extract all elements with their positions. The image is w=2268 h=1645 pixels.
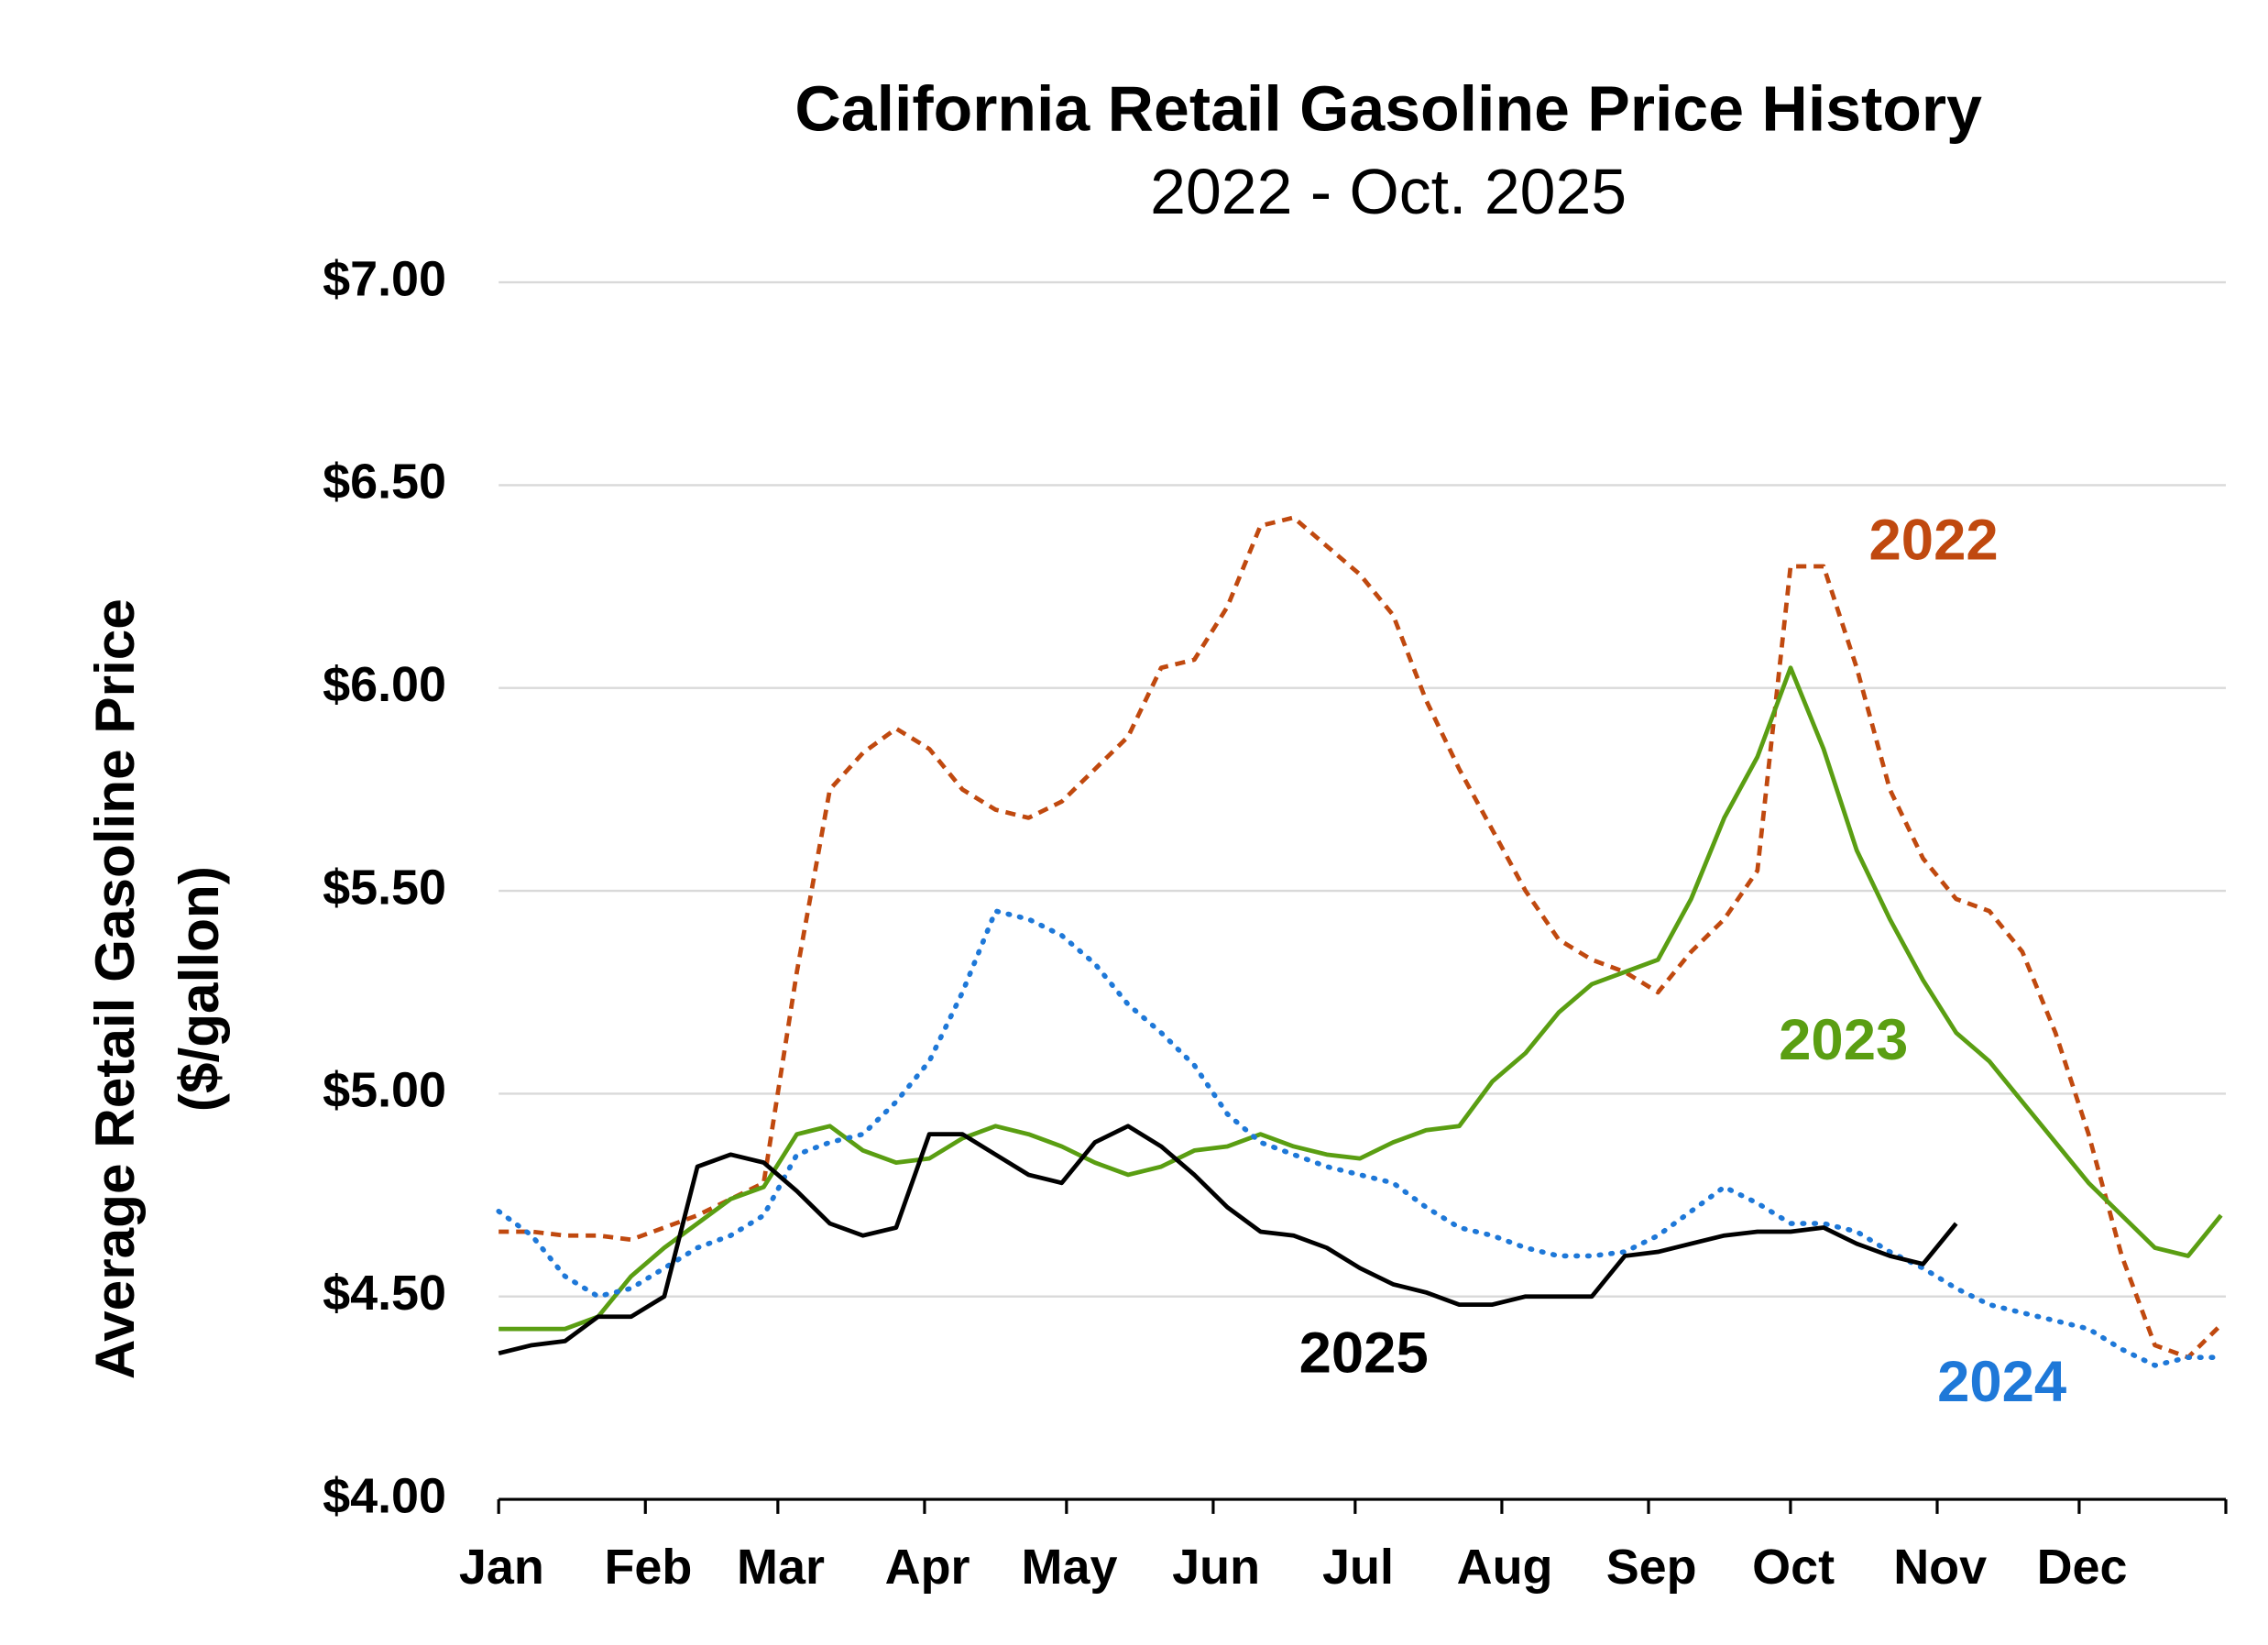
x-tick-label: Jun [1172, 1540, 1260, 1595]
y-tick-label: $5.50 [323, 860, 446, 915]
y-tick-label: $6.50 [323, 455, 446, 510]
chart-title: California Retail Gasoline Price History [794, 73, 1982, 145]
series-label: 2025 [1299, 1321, 1429, 1385]
series-label: 2024 [1937, 1350, 2066, 1414]
series-label: 2023 [1779, 1008, 1908, 1072]
y-axis-label-line: ($/gallon) [168, 866, 230, 1112]
x-tick-label: Sep [1606, 1540, 1697, 1595]
y-tick-label: $6.00 [323, 657, 446, 712]
y-axis-label: Average Retail Gasoline Price ($/gallon) [83, 598, 230, 1379]
series-line [498, 1124, 1958, 1356]
y-tick-label: $4.00 [323, 1468, 446, 1523]
x-tick-label: Dec [2037, 1540, 2128, 1595]
x-tick-label: Aug [1457, 1540, 1553, 1595]
series-line [499, 665, 2223, 1332]
series-label: 2022 [1869, 508, 1999, 572]
x-tick-label: May [1022, 1540, 1118, 1595]
y-axis-label-line: Average Retail Gasoline Price [83, 598, 146, 1379]
y-tick-label: $5.00 [323, 1063, 446, 1118]
x-tick-label: Oct [1752, 1540, 1835, 1595]
x-tick-label: Jan [459, 1540, 544, 1595]
x-tick-label: Feb [604, 1540, 692, 1595]
x-tick-label: Mar [737, 1540, 825, 1595]
y-tick-label: $7.00 [323, 251, 446, 306]
series-line [496, 908, 2224, 1368]
series-line [499, 515, 2223, 1360]
x-tick-label: Jul [1322, 1540, 1394, 1595]
y-tick-label: $4.50 [323, 1266, 446, 1321]
chart-subtitle: 2022 - Oct. 2025 [1150, 156, 1627, 227]
x-tick-label: Apr [885, 1540, 970, 1595]
x-tick-label: Nov [1893, 1540, 1987, 1595]
